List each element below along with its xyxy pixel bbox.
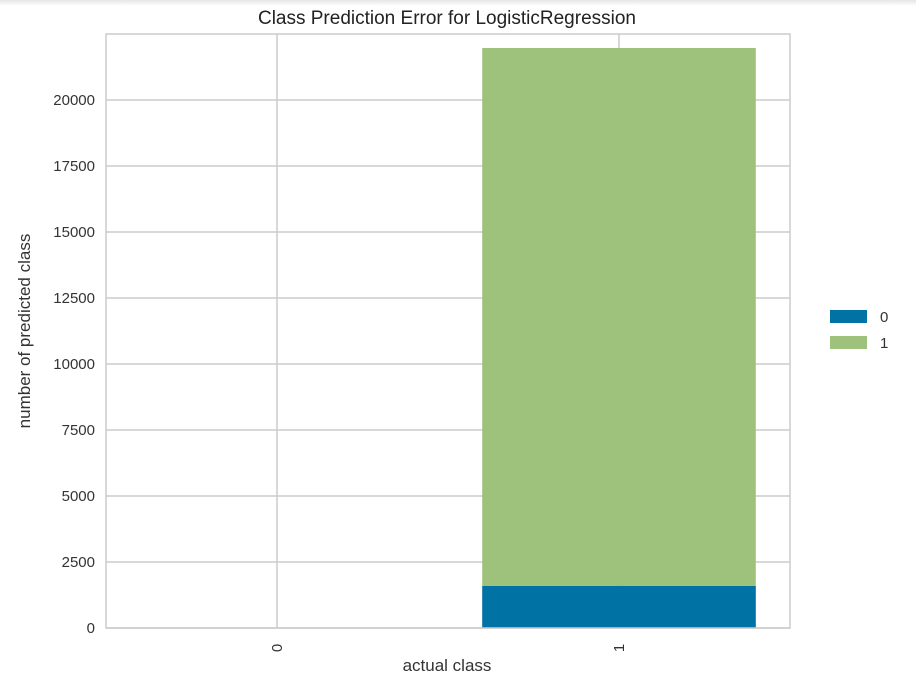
x-tick-label: 0 — [269, 644, 286, 652]
y-tick-label: 10000 — [53, 356, 95, 373]
y-tick-label: 17500 — [53, 158, 95, 175]
bars — [482, 47, 756, 628]
y-axis-label: number of predicted class — [15, 234, 34, 429]
x-tick-label: 1 — [611, 644, 628, 652]
bar-actual-1-predicted-1 — [482, 47, 756, 586]
y-tick-label: 7500 — [62, 422, 95, 439]
legend-label: 0 — [880, 309, 888, 326]
y-tick-label: 15000 — [53, 224, 95, 241]
chart-title: Class Prediction Error for LogisticRegre… — [258, 8, 636, 29]
y-tick-label: 5000 — [62, 488, 95, 505]
bar-actual-1-predicted-0 — [482, 585, 756, 628]
legend: 01 — [830, 309, 888, 352]
legend-swatch-0 — [830, 310, 867, 323]
legend-swatch-1 — [830, 336, 867, 349]
plot-frame — [105, 33, 791, 629]
x-axis-label: actual class — [403, 656, 492, 675]
y-tick-label: 12500 — [53, 290, 95, 307]
legend-label: 1 — [880, 335, 888, 352]
y-tick-label: 20000 — [53, 92, 95, 109]
window-top-shadow — [0, 0, 916, 6]
y-tick-label: 0 — [87, 620, 95, 637]
y-axis-ticks: 0 2500 5000 7500 10000 12500 15000 17500 20000 — [53, 92, 95, 637]
y-tick-label: 2500 — [62, 554, 95, 571]
